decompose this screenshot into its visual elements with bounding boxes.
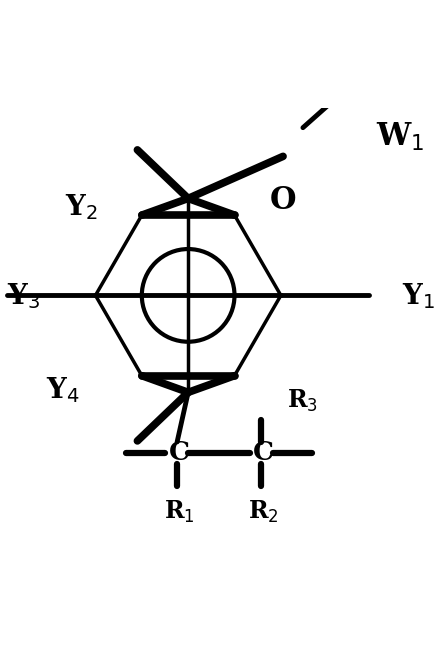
Text: Y$_2$: Y$_2$ [65, 193, 98, 222]
Text: W$_1$: W$_1$ [376, 120, 424, 152]
Text: C: C [169, 440, 190, 465]
Text: Y$_4$: Y$_4$ [46, 375, 80, 405]
Text: R$_3$: R$_3$ [287, 388, 318, 415]
Text: Y$_3$: Y$_3$ [7, 281, 40, 311]
Text: O: O [270, 185, 296, 216]
Text: Y$_1$: Y$_1$ [402, 281, 435, 311]
Text: R$_1$: R$_1$ [164, 499, 195, 525]
Text: R$_2$: R$_2$ [248, 499, 278, 525]
Text: C: C [253, 440, 274, 465]
